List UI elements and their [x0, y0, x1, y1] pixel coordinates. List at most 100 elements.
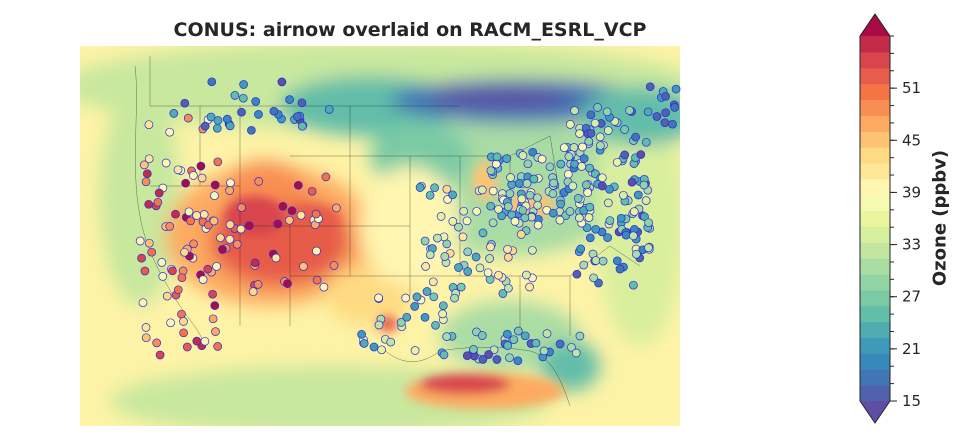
airnow-site-marker: [173, 285, 183, 295]
airnow-site-marker: [620, 125, 629, 134]
airnow-site-marker: [583, 188, 593, 198]
colorbar-tick-label: 45: [902, 131, 920, 149]
airnow-site-marker: [169, 109, 179, 118]
colorbar-band: [860, 226, 890, 243]
airnow-site-marker: [494, 204, 503, 214]
airnow-site-marker: [439, 350, 449, 360]
airnow-site-marker: [236, 224, 246, 234]
airnow-site-marker: [575, 331, 585, 341]
airnow-site-marker: [226, 178, 235, 188]
airnow-site-marker: [491, 159, 501, 169]
airnow-site-marker: [396, 318, 406, 327]
airnow-site-marker: [140, 266, 150, 276]
airnow-site-marker: [591, 224, 601, 234]
airnow-site-marker: [216, 233, 225, 243]
airnow-site-marker: [225, 121, 235, 131]
airnow-site-marker: [612, 256, 622, 266]
airnow-site-marker: [625, 106, 634, 115]
airnow-observations: [135, 77, 681, 366]
airnow-site-marker: [213, 157, 223, 167]
colorbar-band: [860, 115, 890, 132]
airnow-site-marker: [573, 194, 583, 203]
airnow-site-marker: [661, 91, 670, 101]
airnow-site-marker: [161, 158, 171, 168]
airnow-site-marker: [448, 217, 458, 226]
airnow-site-marker: [565, 120, 575, 129]
airnow-site-marker: [429, 292, 439, 302]
airnow-site-marker: [293, 180, 303, 190]
airnow-site-marker: [584, 213, 594, 222]
colorbar-band: [860, 289, 890, 307]
colorbar-band: [860, 258, 890, 275]
airnow-site-marker: [503, 341, 513, 350]
colorbar-band: [860, 242, 890, 259]
airnow-site-marker: [522, 270, 531, 280]
airnow-site-marker: [486, 166, 496, 176]
airnow-site-marker: [636, 150, 646, 159]
airnow-site-marker: [525, 190, 535, 200]
airnow-site-marker: [428, 277, 438, 287]
airnow-site-marker: [359, 339, 369, 348]
airnow-site-marker: [166, 318, 175, 328]
colorbar-band: [860, 274, 890, 291]
airnow-site-marker: [239, 80, 248, 89]
airnow-site-marker: [218, 245, 227, 254]
airnow-site-marker: [181, 178, 190, 188]
airnow-site-marker: [577, 162, 587, 171]
airnow-site-marker: [332, 203, 341, 213]
airnow-site-marker: [138, 298, 148, 308]
airnow-site-marker: [377, 345, 386, 355]
airnow-site-marker: [575, 129, 584, 138]
airnow-site-marker: [141, 177, 151, 187]
airnow-site-marker: [186, 216, 195, 226]
airnow-site-marker: [477, 331, 487, 340]
airnow-site-marker: [641, 196, 651, 205]
airnow-site-marker: [586, 128, 596, 138]
airnow-site-marker: [425, 250, 435, 260]
airnow-site-marker: [531, 338, 541, 348]
airnow-site-marker: [605, 184, 614, 194]
airnow-site-marker: [442, 184, 452, 194]
airnow-site-marker: [528, 147, 538, 157]
airnow-site-marker: [616, 213, 626, 223]
airnow-site-marker: [621, 230, 631, 240]
airnow-site-marker: [319, 282, 329, 292]
airnow-site-marker: [631, 132, 640, 142]
airnow-site-marker: [142, 169, 152, 179]
airnow-site-marker: [329, 261, 339, 270]
airnow-site-marker: [135, 236, 145, 246]
airnow-site-marker: [203, 264, 213, 274]
airnow-site-marker: [179, 328, 188, 338]
airnow-site-marker: [415, 183, 425, 192]
airnow-site-marker: [253, 280, 263, 289]
airnow-site-marker: [503, 244, 512, 254]
airnow-site-marker: [208, 289, 217, 299]
airnow-site-marker: [548, 189, 558, 199]
airnow-site-marker: [192, 336, 202, 346]
colorbar-band: [860, 178, 890, 196]
airnow-site-marker: [433, 233, 442, 243]
airnow-site-marker: [632, 249, 641, 259]
airnow-site-marker: [422, 287, 432, 296]
airnow-site-marker: [567, 342, 576, 352]
colorbar-label: Ozone (ppbv): [929, 149, 951, 287]
airnow-site-marker: [619, 190, 628, 200]
map-title: CONUS: airnow overlaid on RACM_ESRL_VCP: [173, 19, 647, 41]
airnow-site-marker: [492, 152, 502, 162]
airnow-site-marker: [189, 239, 198, 249]
airnow-site-marker: [208, 314, 218, 324]
airnow-site-marker: [198, 275, 208, 284]
coastline-gulf: [379, 345, 571, 407]
airnow-site-marker: [155, 350, 165, 360]
airnow-site-marker: [199, 210, 209, 219]
colorbar-tick-label: 39: [902, 183, 920, 201]
airnow-site-marker: [425, 190, 435, 200]
colorbar-band: [860, 131, 890, 148]
airnow-site-marker: [386, 337, 396, 347]
colorbar-band: [860, 51, 890, 69]
airnow-site-marker: [579, 260, 589, 270]
airnow-site-marker: [463, 267, 473, 276]
airnow-site-marker: [206, 112, 216, 122]
airnow-site-marker: [144, 120, 154, 130]
airnow-site-marker: [200, 121, 210, 131]
